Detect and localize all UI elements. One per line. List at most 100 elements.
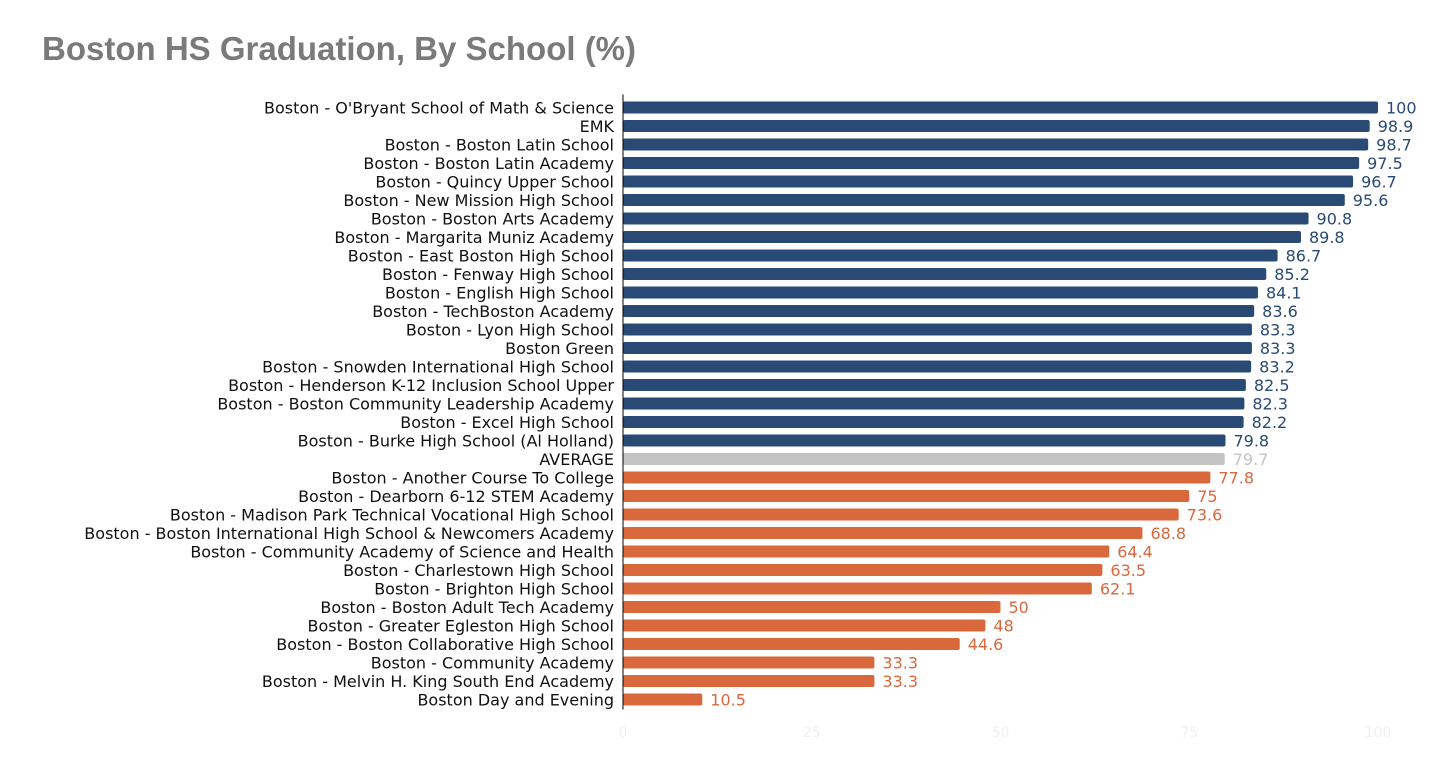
value-label: 89.8 — [1309, 228, 1345, 247]
value-label: 33.3 — [882, 654, 918, 673]
category-label: Boston - TechBoston Academy — [372, 302, 614, 321]
value-label: 86.7 — [1286, 247, 1322, 266]
bar — [623, 638, 960, 650]
value-label: 62.1 — [1100, 580, 1136, 599]
value-label: 96.7 — [1361, 173, 1397, 192]
value-label: 84.1 — [1266, 284, 1302, 303]
bar — [623, 397, 1245, 410]
bar — [623, 101, 1378, 114]
x-tick-label: 100 — [1365, 725, 1392, 741]
category-label: Boston - Excel High School — [400, 413, 614, 432]
bar — [623, 175, 1354, 188]
bar — [623, 249, 1278, 262]
category-label: Boston - Community Academy of Science an… — [190, 543, 614, 562]
value-label: 98.9 — [1378, 117, 1414, 136]
bar — [623, 582, 1092, 595]
category-label: Boston - Henderson K-12 Inclusion School… — [228, 376, 614, 395]
category-label: AVERAGE — [539, 450, 614, 469]
bar — [623, 527, 1143, 539]
bar — [623, 323, 1252, 336]
bar — [623, 138, 1369, 151]
bar — [623, 120, 1370, 132]
value-label: 10.5 — [710, 691, 746, 710]
value-label: 98.7 — [1376, 136, 1412, 155]
chart-title: Boston HS Graduation, By School (%) — [42, 30, 637, 67]
category-label: Boston - Another Course To College — [331, 469, 614, 488]
value-label: 44.6 — [968, 635, 1004, 654]
value-label: 48 — [993, 617, 1013, 636]
category-label: Boston - Boston Latin Academy — [363, 154, 614, 173]
category-label: Boston - Melvin H. King South End Academ… — [262, 672, 614, 691]
value-label: 82.5 — [1254, 376, 1290, 395]
value-label: 82.2 — [1252, 413, 1288, 432]
bar — [623, 360, 1252, 373]
x-axis-ticks: 0 25 50 75 100 — [619, 725, 1392, 741]
category-label: Boston - Snowden International High Scho… — [262, 358, 614, 377]
category-label: Boston - Lyon High School — [406, 321, 614, 340]
bar — [623, 416, 1244, 428]
category-label: Boston - Community Academy — [371, 654, 614, 673]
bar — [623, 194, 1345, 206]
bar — [623, 305, 1255, 317]
value-label: 83.6 — [1262, 302, 1298, 321]
bar — [623, 379, 1246, 391]
category-label: Boston - Boston Latin School — [385, 136, 614, 155]
category-label: Boston Green — [505, 339, 614, 358]
category-label: EMK — [580, 117, 615, 136]
value-label: 79.8 — [1233, 432, 1269, 451]
value-label: 79.7 — [1233, 450, 1269, 469]
bar — [623, 231, 1301, 243]
category-labels: Boston - O'Bryant School of Math & Scien… — [84, 99, 614, 710]
value-label: 100 — [1386, 99, 1417, 118]
value-label: 68.8 — [1150, 524, 1186, 543]
category-label: Boston - Madison Park Technical Vocation… — [170, 506, 614, 525]
value-label: 33.3 — [882, 672, 918, 691]
value-label: 83.3 — [1260, 321, 1296, 340]
bar — [623, 434, 1226, 447]
category-label: Boston - Boston International High Schoo… — [84, 524, 614, 543]
value-label: 83.2 — [1259, 358, 1295, 377]
x-tick-label: 75 — [1180, 725, 1198, 741]
x-tick-label: 0 — [619, 725, 628, 741]
bar — [623, 508, 1179, 521]
bar — [623, 268, 1267, 280]
value-label: 90.8 — [1317, 210, 1353, 229]
category-label: Boston - East Boston High School — [348, 247, 614, 266]
value-label: 83.3 — [1260, 339, 1296, 358]
category-label: Boston - O'Bryant School of Math & Scien… — [264, 99, 614, 118]
value-label: 73.6 — [1187, 506, 1223, 525]
value-label: 82.3 — [1252, 395, 1288, 414]
bar — [623, 564, 1103, 576]
category-label: Boston - Boston Collaborative High Schoo… — [276, 635, 614, 654]
bar — [623, 675, 875, 687]
value-label: 95.6 — [1353, 191, 1389, 210]
category-label: Boston - Boston Community Leadership Aca… — [217, 395, 614, 414]
category-label: Boston - Quincy Upper School — [375, 173, 614, 192]
bar — [623, 656, 875, 669]
category-label: Boston - Dearborn 6-12 STEM Academy — [298, 487, 614, 506]
bar — [623, 693, 703, 706]
bar — [623, 545, 1110, 558]
value-label: 63.5 — [1110, 561, 1146, 580]
category-label: Boston - Burke High School (Al Holland) — [298, 432, 614, 451]
value-labels: 10098.998.797.596.795.690.889.886.785.28… — [710, 99, 1416, 710]
bar — [623, 601, 1001, 613]
value-label: 75 — [1197, 487, 1217, 506]
category-label: Boston - Greater Egleston High School — [308, 617, 614, 636]
category-label: Boston - Charlestown High School — [343, 561, 614, 580]
bar — [623, 619, 986, 632]
bar — [623, 490, 1190, 502]
x-tick-label: 25 — [803, 725, 821, 741]
value-label: 50 — [1009, 598, 1029, 617]
category-label: Boston - Brighton High School — [374, 580, 614, 599]
value-label: 85.2 — [1274, 265, 1310, 284]
category-label: Boston - Margarita Muniz Academy — [334, 228, 614, 247]
value-label: 64.4 — [1117, 543, 1153, 562]
bars-layer — [623, 101, 1378, 706]
value-label: 77.8 — [1218, 469, 1254, 488]
bar — [623, 342, 1252, 354]
value-label: 97.5 — [1367, 154, 1403, 173]
category-label: Boston - New Mission High School — [343, 191, 614, 210]
category-label: Boston Day and Evening — [417, 691, 614, 710]
